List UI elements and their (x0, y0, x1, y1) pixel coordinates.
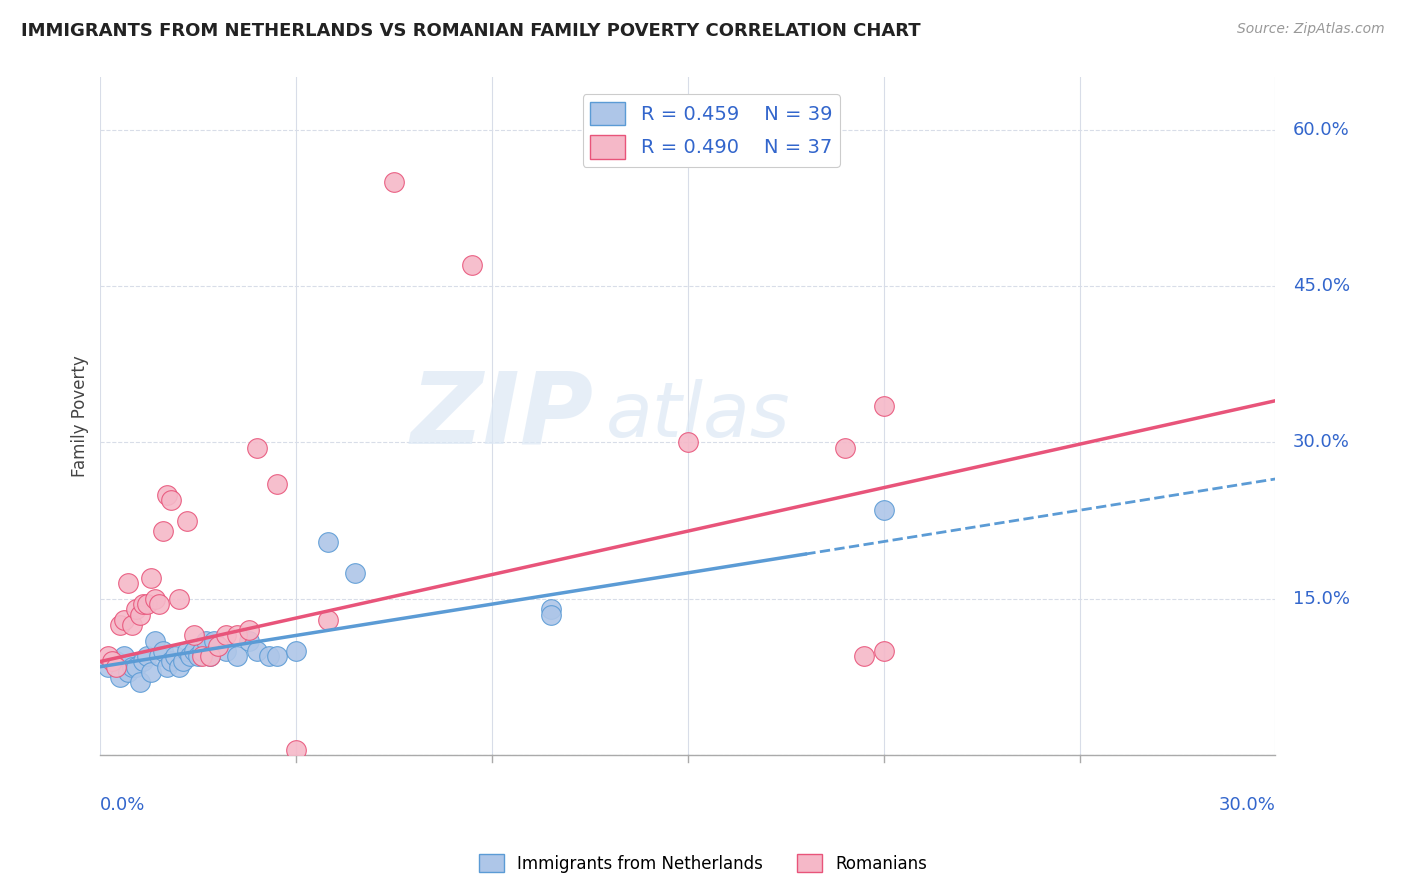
Point (117, 665, 139, 679)
Text: 15.0%: 15.0% (1294, 590, 1350, 608)
Point (176, 644, 198, 658)
Text: 30.0%: 30.0% (1294, 434, 1350, 451)
Point (873, 644, 896, 658)
Point (101, 655, 124, 669)
Text: 60.0%: 60.0% (1294, 120, 1350, 138)
Point (853, 649, 876, 664)
Point (112, 649, 135, 664)
Point (143, 591, 166, 606)
Point (112, 613, 135, 627)
Point (238, 623, 260, 637)
Point (226, 628, 249, 642)
Point (540, 607, 562, 622)
Point (160, 655, 183, 669)
Point (148, 649, 170, 664)
Point (226, 649, 249, 664)
Point (136, 649, 159, 664)
Point (108, 670, 131, 684)
Point (198, 649, 221, 664)
Point (97, 649, 120, 664)
Point (97, 659, 120, 673)
Point (176, 514, 198, 528)
Point (167, 591, 190, 606)
Point (195, 633, 218, 648)
Point (128, 675, 150, 690)
Point (316, 613, 339, 627)
Point (172, 655, 194, 669)
Point (191, 644, 214, 658)
Point (132, 655, 155, 669)
Point (207, 639, 229, 653)
Point (132, 597, 155, 611)
Point (676, 435, 699, 450)
Text: IMMIGRANTS FROM NETHERLANDS VS ROMANIAN FAMILY POVERTY CORRELATION CHART: IMMIGRANTS FROM NETHERLANDS VS ROMANIAN … (21, 22, 921, 40)
Y-axis label: Family Poverty: Family Poverty (72, 356, 89, 477)
Point (128, 607, 150, 622)
Point (461, 258, 484, 272)
Point (873, 399, 896, 413)
Point (285, 644, 308, 658)
Point (191, 649, 214, 664)
Point (257, 649, 280, 664)
Point (246, 441, 269, 455)
Point (156, 488, 179, 502)
Text: 30.0%: 30.0% (1219, 796, 1275, 814)
Point (121, 659, 143, 673)
Point (141, 665, 163, 679)
Point (873, 503, 896, 517)
Point (121, 618, 143, 632)
Point (382, 175, 405, 189)
Point (834, 441, 856, 455)
Legend: Immigrants from Netherlands, Romanians: Immigrants from Netherlands, Romanians (472, 847, 934, 880)
Point (285, 743, 308, 757)
Text: 45.0%: 45.0% (1294, 277, 1350, 295)
Point (124, 602, 146, 616)
Point (179, 649, 201, 664)
Point (316, 534, 339, 549)
Point (215, 628, 238, 642)
Point (215, 644, 238, 658)
Point (246, 644, 269, 658)
Point (187, 649, 209, 664)
Point (105, 655, 128, 669)
Point (540, 602, 562, 616)
Point (238, 633, 260, 648)
Point (136, 597, 159, 611)
Point (105, 659, 128, 673)
Point (202, 633, 225, 648)
Point (167, 659, 190, 673)
Point (124, 659, 146, 673)
Text: atlas: atlas (606, 379, 790, 453)
Legend: R = 0.459    N = 39, R = 0.490    N = 37: R = 0.459 N = 39, R = 0.490 N = 37 (582, 94, 841, 167)
Point (156, 659, 179, 673)
Point (343, 566, 366, 580)
Text: ZIP: ZIP (411, 368, 593, 465)
Point (117, 576, 139, 591)
Point (183, 644, 205, 658)
Point (183, 628, 205, 642)
Point (141, 571, 163, 585)
Point (148, 597, 170, 611)
Point (198, 649, 221, 664)
Text: 0.0%: 0.0% (100, 796, 146, 814)
Point (143, 633, 166, 648)
Point (152, 644, 174, 658)
Point (266, 477, 288, 491)
Point (266, 649, 288, 664)
Point (108, 618, 131, 632)
Text: Source: ZipAtlas.com: Source: ZipAtlas.com (1237, 22, 1385, 37)
Point (163, 649, 186, 664)
Point (160, 492, 183, 507)
Point (152, 524, 174, 538)
